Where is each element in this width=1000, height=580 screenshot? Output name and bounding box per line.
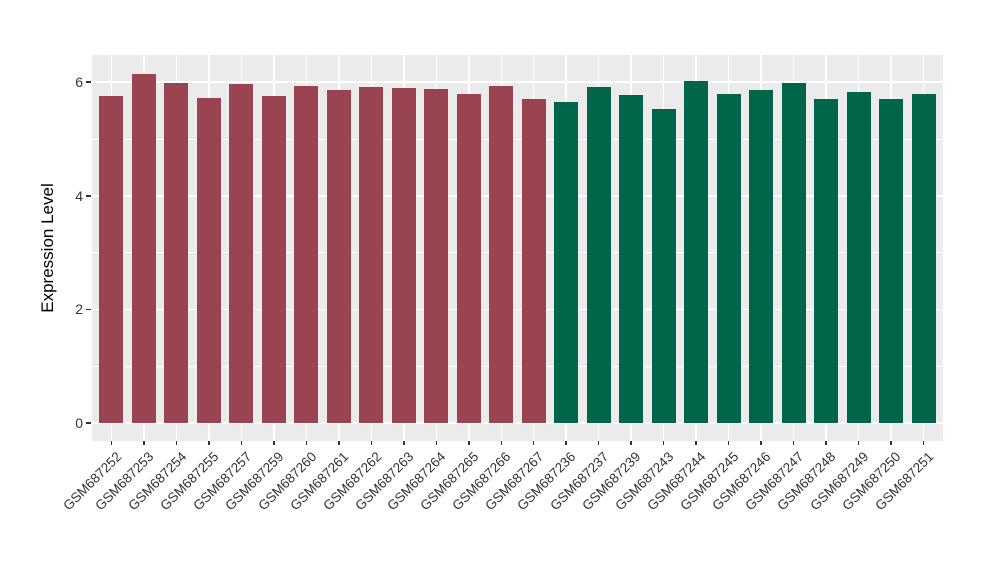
x-axis-tick [143, 441, 145, 445]
bar-GSM687253 [131, 73, 156, 423]
y-axis-tick [86, 308, 91, 311]
x-axis-tick [175, 441, 178, 445]
bar-GSM687236 [554, 102, 579, 423]
bar-GSM687254 [164, 82, 189, 423]
x-axis-tick [500, 441, 502, 445]
bar-GSM687243 [651, 109, 676, 423]
bar-GSM687263 [391, 88, 416, 423]
plot-panel [92, 55, 943, 441]
gridline-minor [92, 365, 943, 367]
bar-GSM687250 [879, 99, 904, 423]
bar-GSM687266 [489, 85, 514, 423]
x-axis-tick [403, 441, 405, 445]
x-axis-tick [630, 441, 632, 445]
x-axis-tick [565, 441, 567, 445]
bar-GSM687245 [716, 93, 741, 423]
gridline-major [92, 195, 943, 197]
bar-GSM687252 [99, 95, 124, 423]
y-axis-tick [86, 81, 91, 83]
bar-GSM687237 [586, 86, 611, 423]
bar-GSM687261 [326, 90, 351, 423]
x-axis-tick [305, 441, 308, 445]
x-axis-tick [695, 441, 697, 445]
x-axis-tick [727, 441, 730, 445]
x-axis-tick [468, 441, 470, 445]
x-axis-tick [825, 441, 827, 445]
bar-GSM687262 [359, 87, 384, 423]
bar-GSM687257 [229, 83, 254, 423]
bar-GSM687260 [294, 85, 319, 423]
x-axis-tick [110, 441, 113, 445]
bar-GSM687244 [684, 81, 709, 423]
bar-GSM687239 [619, 94, 644, 423]
x-axis-tick [857, 441, 860, 445]
x-axis-tick [370, 441, 373, 445]
y-axis-tick-label: 6 [75, 74, 83, 91]
y-axis-tick [86, 195, 91, 197]
bar-GSM687264 [424, 89, 449, 423]
bar-GSM687246 [749, 90, 774, 423]
gridline-major [92, 308, 943, 311]
bar-GSM687249 [846, 91, 871, 423]
x-axis-tick [338, 441, 340, 445]
x-axis-tick [532, 441, 535, 445]
y-axis-tick-label: 0 [75, 414, 83, 431]
x-axis-tick [435, 441, 438, 445]
y-axis-tick-label: 4 [75, 187, 83, 204]
bar-GSM687251 [911, 94, 936, 423]
x-axis-tick [662, 441, 665, 445]
bar-GSM687255 [196, 97, 221, 423]
x-axis-tick [597, 441, 600, 445]
bar-GSM687265 [456, 94, 481, 423]
x-axis-tick [922, 441, 925, 445]
bar-GSM687248 [814, 99, 839, 423]
gridline-minor [92, 252, 943, 253]
bar-GSM687259 [261, 96, 286, 423]
gridline-major [92, 81, 943, 83]
x-axis-tick [890, 441, 892, 445]
bar-GSM687267 [521, 98, 546, 423]
bar-GSM687247 [781, 82, 806, 423]
y-axis-tick [86, 422, 91, 424]
y-axis-tick-label: 2 [75, 301, 83, 318]
gridline-major [92, 422, 943, 424]
x-axis-tick [273, 441, 275, 445]
x-axis-tick [760, 441, 762, 445]
x-axis-tick [792, 441, 795, 445]
gridline-minor [92, 138, 943, 140]
x-axis-tick [208, 441, 210, 445]
x-axis-tick [240, 441, 243, 445]
